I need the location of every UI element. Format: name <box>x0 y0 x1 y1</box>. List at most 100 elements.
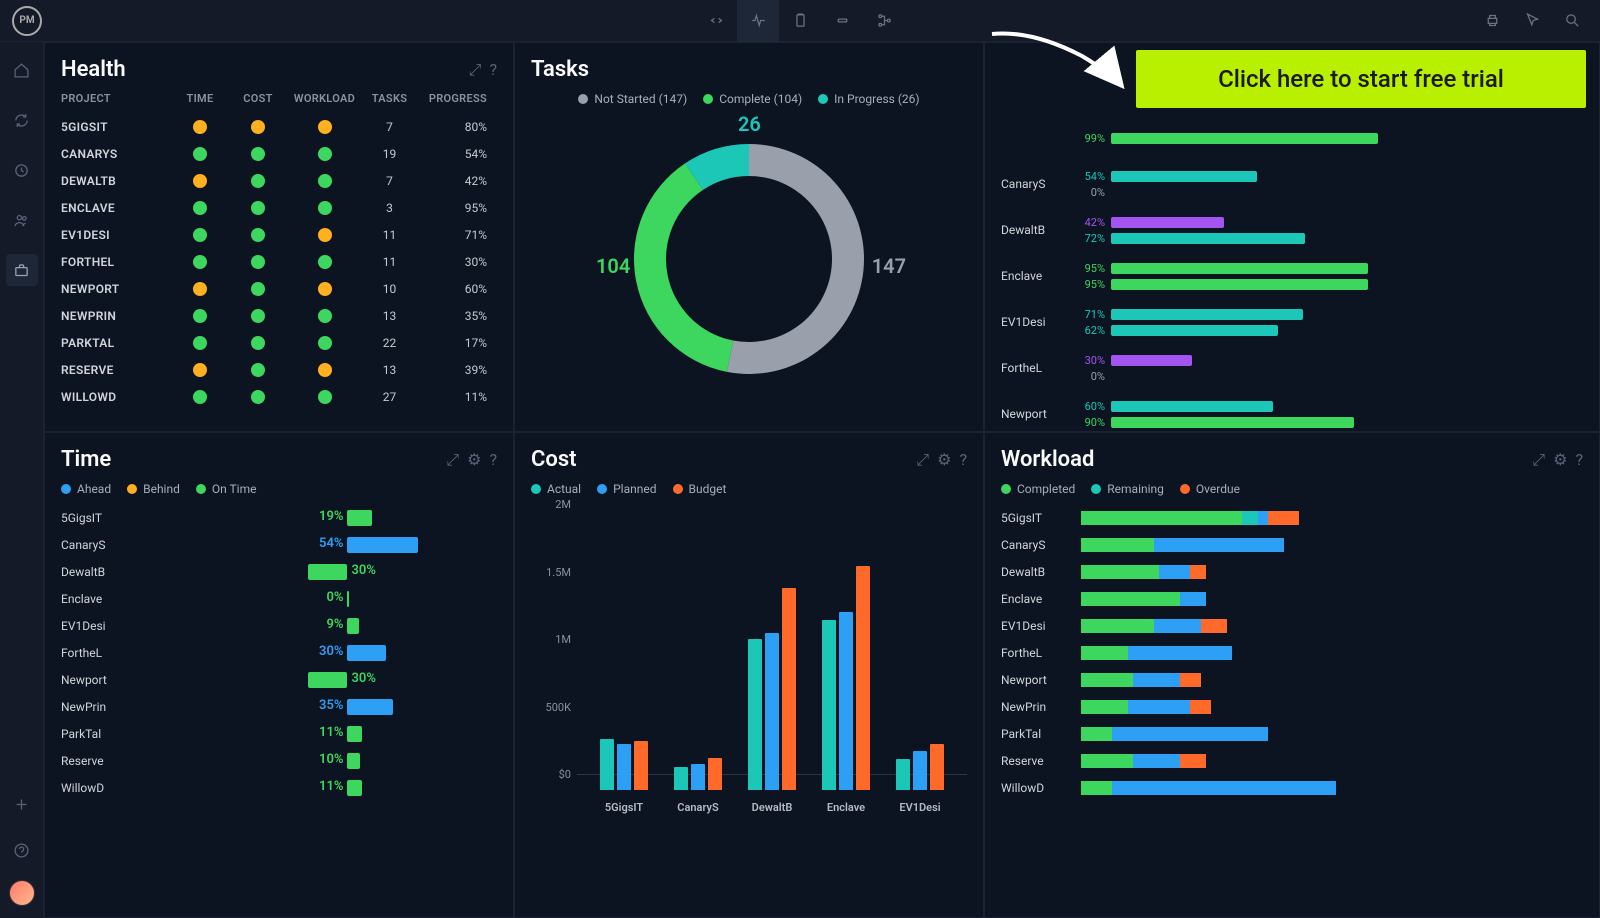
health-body: 5GIGSIT 780%CANARYS 1954%DEWALTB 742%ENC… <box>61 113 497 410</box>
health-row[interactable]: DEWALTB 742% <box>61 167 497 194</box>
cost-chart: 2M1.5M1M500K$05GigsITCanarySDewaltBEncla… <box>577 504 967 814</box>
sidebar-briefcase-icon[interactable] <box>6 254 38 286</box>
health-title: Health <box>61 57 126 82</box>
time-row: EV1Desi9% <box>61 612 497 639</box>
time-row: NewPrin35% <box>61 693 497 720</box>
workload-body: 5GigsITCanarySDewaltBEnclaveEV1DesiForth… <box>1001 504 1583 801</box>
health-headers: PROJECTTIMECOSTWORKLOADTASKSPROGRESS <box>61 92 497 105</box>
view-code-icon[interactable] <box>695 0 737 42</box>
cta-button[interactable]: Click here to start free trial <box>1136 50 1586 108</box>
view-pulse-icon[interactable] <box>737 0 779 42</box>
workload-legend: Completed Remaining Overdue <box>1001 482 1583 496</box>
workload-row: FortheL <box>1001 639 1583 666</box>
sidebar-home-icon[interactable] <box>6 54 38 86</box>
time-row: DewaltB30% <box>61 558 497 585</box>
health-row[interactable]: PARKTAL 2217% <box>61 329 497 356</box>
view-branch-icon[interactable] <box>863 0 905 42</box>
progress-row: Newport60%90% <box>1001 391 1583 432</box>
health-row[interactable]: EV1DESI 1171% <box>61 221 497 248</box>
cursor-icon[interactable] <box>1516 5 1548 37</box>
view-minus-icon[interactable] <box>821 0 863 42</box>
legend-item[interactable]: In Progress (26) <box>818 92 919 106</box>
view-clipboard-icon[interactable] <box>779 0 821 42</box>
help-icon[interactable]: ? <box>489 60 497 80</box>
legend-item[interactable]: Actual <box>531 482 581 496</box>
health-row[interactable]: RESERVE 1339% <box>61 356 497 383</box>
time-row: 5GigsIT19% <box>61 504 497 531</box>
health-row[interactable]: FORTHEL 1130% <box>61 248 497 275</box>
logo[interactable]: PM <box>12 6 42 36</box>
legend-item[interactable]: Ahead <box>61 482 111 496</box>
panel-cost: Cost ⤢ ⚙? Actual Planned Budget 2M1.5M1M500… <box>514 432 984 918</box>
health-row[interactable]: CANARYS 1954% <box>61 140 497 167</box>
legend-item[interactable]: Behind <box>127 482 180 496</box>
sidebar-people-icon[interactable] <box>6 204 38 236</box>
workload-row: Newport <box>1001 666 1583 693</box>
sidebar-clock-icon[interactable] <box>6 154 38 186</box>
health-row[interactable]: ENCLAVE 395% <box>61 194 497 221</box>
health-row[interactable]: WILLOWD 2711% <box>61 383 497 410</box>
cost-group <box>668 758 728 790</box>
top-nav-center <box>695 0 905 42</box>
time-row: WillowD11% <box>61 774 497 801</box>
gear-icon[interactable]: ⚙ <box>937 450 951 470</box>
progress-row: 99% <box>1001 115 1583 161</box>
legend-item[interactable]: Complete (104) <box>703 92 802 106</box>
expand-icon[interactable]: ⤢ <box>1532 450 1545 470</box>
time-title: Time <box>61 447 111 472</box>
donut-label-complete: 104 <box>596 254 630 278</box>
cost-group <box>742 588 802 791</box>
legend-item[interactable]: Remaining <box>1091 482 1164 496</box>
expand-icon[interactable]: ⤢ <box>446 450 459 470</box>
expand-icon[interactable]: ⤢ <box>469 60 482 80</box>
time-row: CanaryS54% <box>61 531 497 558</box>
workload-row: 5GigsIT <box>1001 504 1583 531</box>
tasks-donut: 26 104 147 <box>604 114 894 404</box>
workload-row: Reserve <box>1001 747 1583 774</box>
donut-label-notstarted: 147 <box>872 254 906 278</box>
gear-icon[interactable]: ⚙ <box>1553 450 1567 470</box>
legend-item[interactable]: Planned <box>597 482 656 496</box>
time-row: FortheL30% <box>61 639 497 666</box>
donut-label-inprogress: 26 <box>738 112 761 136</box>
tasks-legend: Not Started (147) Complete (104) In Progre… <box>531 92 967 106</box>
sidebar-refresh-icon[interactable] <box>6 104 38 136</box>
legend-item[interactable]: Not Started (147) <box>578 92 687 106</box>
legend-item[interactable]: On Time <box>196 482 257 496</box>
sidebar-help-icon[interactable] <box>6 834 38 866</box>
sidebar-avatar[interactable] <box>9 880 35 906</box>
panel-time: Time ⤢ ⚙? Ahead Behind On Time 5GigsIT19%Ca… <box>44 432 514 918</box>
health-row[interactable]: 5GIGSIT 780% <box>61 113 497 140</box>
legend-item[interactable]: Completed <box>1001 482 1075 496</box>
top-nav-right <box>1476 5 1588 37</box>
print-icon[interactable] <box>1476 5 1508 37</box>
search-icon[interactable] <box>1556 5 1588 37</box>
sidebar <box>0 42 44 918</box>
sidebar-add-icon[interactable] <box>6 788 38 820</box>
workload-row: WillowD <box>1001 774 1583 801</box>
health-row[interactable]: NEWPRIN 1335% <box>61 302 497 329</box>
cost-group <box>890 744 950 790</box>
gear-icon[interactable]: ⚙ <box>467 450 481 470</box>
time-row: Reserve10% <box>61 747 497 774</box>
workload-row: ParkTal <box>1001 720 1583 747</box>
time-legend: Ahead Behind On Time <box>61 482 497 496</box>
workload-row: NewPrin <box>1001 693 1583 720</box>
dashboard-grid: Health ⤢ ? PROJECTTIMECOSTWORKLOADTASKSP… <box>44 42 1600 918</box>
workload-row: Enclave <box>1001 585 1583 612</box>
help-icon[interactable]: ? <box>1575 450 1583 470</box>
expand-icon[interactable]: ⤢ <box>916 450 929 470</box>
help-icon[interactable]: ? <box>959 450 967 470</box>
cost-group <box>816 566 876 790</box>
progress-row: CanaryS54%0% <box>1001 161 1583 207</box>
time-row: Enclave0% <box>61 585 497 612</box>
tasks-title: Tasks <box>531 57 589 82</box>
legend-item[interactable]: Overdue <box>1180 482 1240 496</box>
help-icon[interactable]: ? <box>489 450 497 470</box>
health-row[interactable]: NEWPORT 1060% <box>61 275 497 302</box>
progress-row: Enclave95%95% <box>1001 253 1583 299</box>
legend-item[interactable]: Budget <box>673 482 727 496</box>
progress-row: DewaltB42%72% <box>1001 207 1583 253</box>
cost-title: Cost <box>531 447 577 472</box>
panel-tasks: Tasks Not Started (147) Complete (104) In … <box>514 42 984 432</box>
